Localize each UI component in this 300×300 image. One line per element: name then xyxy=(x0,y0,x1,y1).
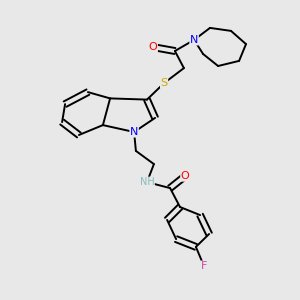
Text: S: S xyxy=(160,78,168,88)
Text: NH: NH xyxy=(140,177,154,187)
Text: O: O xyxy=(181,171,190,181)
Text: F: F xyxy=(201,261,207,271)
Text: N: N xyxy=(130,127,138,137)
Text: O: O xyxy=(148,42,158,52)
Text: N: N xyxy=(190,35,198,45)
